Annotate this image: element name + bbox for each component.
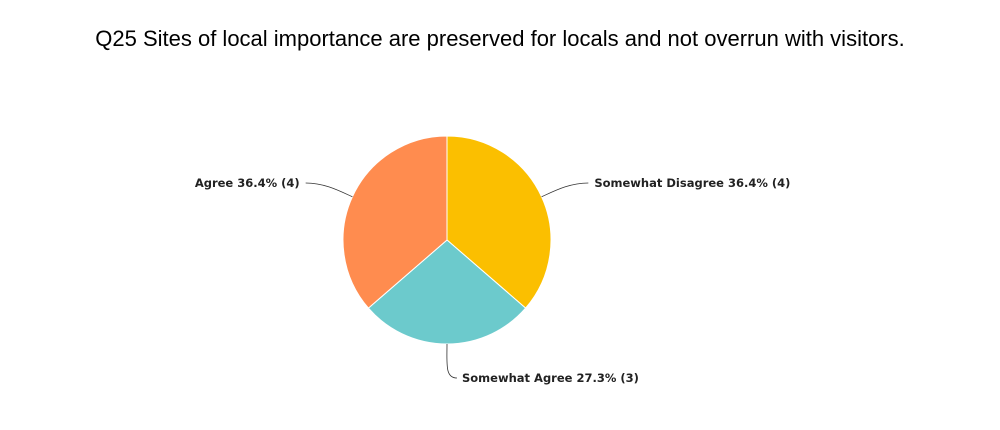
leader-line — [305, 182, 353, 198]
category-label: Somewhat Agree — [462, 371, 573, 385]
category-label: Agree — [195, 175, 234, 189]
value-label: 36.4% (4) — [728, 175, 790, 189]
leader-line — [541, 182, 589, 198]
data-label: Agree 36.4% (4) — [195, 175, 300, 189]
leader-line — [446, 343, 458, 379]
value-label: 36.4% (4) — [237, 175, 299, 189]
category-label: Somewhat Disagree — [594, 175, 724, 189]
value-label: 27.3% (3) — [576, 371, 638, 385]
data-label: Somewhat Agree 27.3% (3) — [462, 371, 639, 385]
data-label: Somewhat Disagree 36.4% (4) — [594, 175, 790, 189]
pie-slice — [367, 239, 527, 345]
chart-title: Q25 Sites of local importance are preser… — [95, 26, 905, 51]
